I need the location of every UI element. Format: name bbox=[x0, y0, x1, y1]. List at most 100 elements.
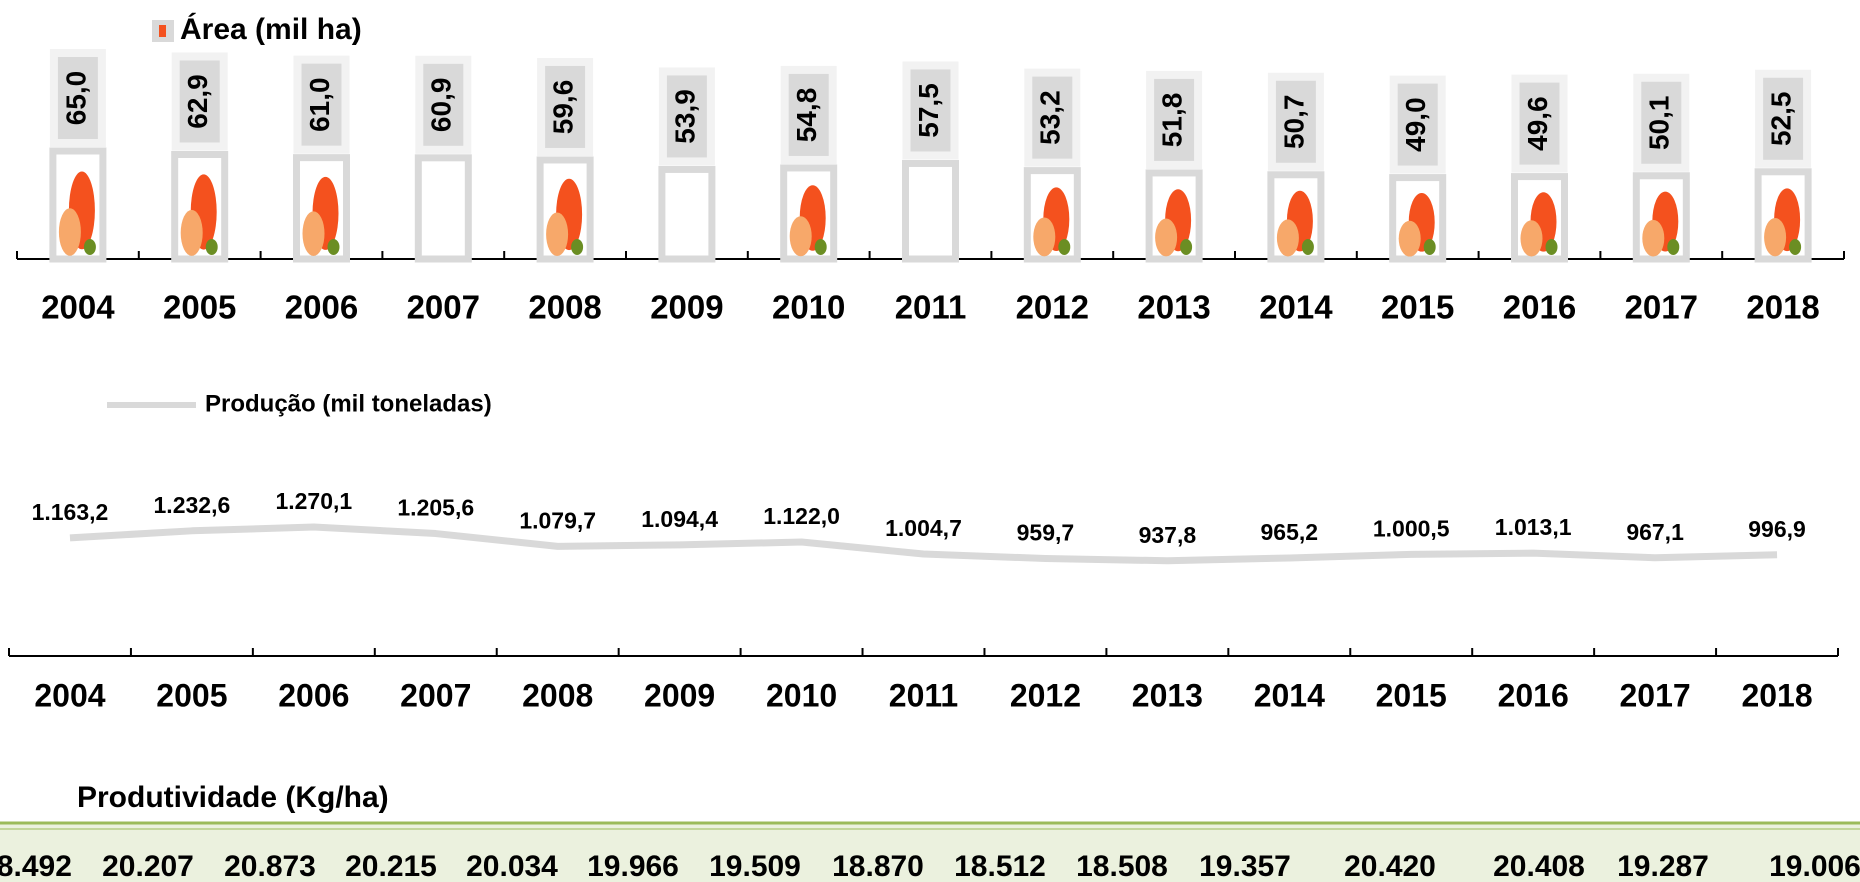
legend-label: Produção (mil toneladas) bbox=[205, 390, 492, 417]
x-tick-label: 2012 bbox=[1016, 289, 1089, 326]
x-tick-label: 2005 bbox=[163, 289, 236, 326]
x-tick-label: 2008 bbox=[528, 289, 601, 326]
value-label: 65,0 bbox=[60, 71, 91, 126]
bar-icon bbox=[59, 208, 81, 256]
value-label: 996,9 bbox=[1748, 516, 1806, 542]
x-tick-label: 2011 bbox=[889, 677, 958, 713]
bar-icon bbox=[1546, 239, 1558, 255]
value-label: 1.079,7 bbox=[519, 507, 596, 533]
x-tick-label: 2014 bbox=[1254, 677, 1325, 713]
bar-icon bbox=[1155, 219, 1177, 257]
x-tick-label: 2017 bbox=[1620, 677, 1691, 713]
bar-icon bbox=[1302, 239, 1314, 255]
bar-icon bbox=[303, 211, 325, 256]
page: 2004 2005 2006 2007 2008 2009 2010 2011 2012 2013… bbox=[0, 0, 1860, 882]
value-label: 57,5 bbox=[913, 83, 944, 138]
x-tick-label: 2009 bbox=[644, 677, 715, 713]
bar-icon bbox=[1642, 220, 1664, 257]
value-label: 959,7 bbox=[1017, 520, 1075, 546]
table-value: 20.873 bbox=[224, 850, 316, 882]
x-tick-label: 2014 bbox=[1259, 289, 1333, 326]
x-tick-label: 2011 bbox=[895, 289, 967, 326]
x-tick-label: 2016 bbox=[1503, 289, 1576, 326]
value-label: 1.163,2 bbox=[32, 499, 109, 525]
table-value: 20.207 bbox=[102, 850, 194, 882]
bar-icon bbox=[1033, 217, 1055, 256]
bar-icon bbox=[1058, 239, 1070, 255]
x-tick-label: 2008 bbox=[522, 677, 593, 713]
value-label: 1.000,5 bbox=[1373, 515, 1450, 541]
bar-icon bbox=[1180, 239, 1192, 255]
x-tick-label: 2010 bbox=[766, 677, 837, 713]
bar-icon bbox=[571, 239, 583, 255]
value-label: 49,6 bbox=[1522, 96, 1553, 151]
x-tick-label: 2010 bbox=[772, 289, 845, 326]
value-label: 51,8 bbox=[1156, 93, 1187, 148]
bar bbox=[662, 169, 712, 259]
value-label: 937,8 bbox=[1139, 522, 1197, 548]
bar-icon bbox=[1667, 239, 1679, 255]
bar-icon bbox=[328, 239, 340, 255]
x-tick-label: 2012 bbox=[1010, 677, 1081, 713]
x-tick-label: 2006 bbox=[285, 289, 358, 326]
value-label: 965,2 bbox=[1261, 519, 1319, 545]
x-tick-label: 2015 bbox=[1376, 677, 1447, 713]
bar-icon bbox=[206, 239, 218, 255]
table-value: 20.034 bbox=[466, 850, 558, 882]
table-value: 19.966 bbox=[587, 850, 679, 882]
bar-icon bbox=[815, 239, 827, 255]
bar-icon bbox=[1277, 219, 1299, 256]
x-tick-label: 2018 bbox=[1741, 677, 1812, 713]
value-label: 1.270,1 bbox=[275, 488, 352, 514]
x-tick-label: 2013 bbox=[1137, 289, 1210, 326]
x-tick-label: 2007 bbox=[400, 677, 471, 713]
bar-icon bbox=[1424, 239, 1436, 255]
value-label: 967,1 bbox=[1626, 519, 1684, 545]
table-value: 19.509 bbox=[709, 850, 801, 882]
bar-icon bbox=[1764, 218, 1786, 256]
table-value: 20.420 bbox=[1344, 850, 1436, 882]
table-title: Produtividade (Kg/ha) bbox=[77, 781, 389, 814]
value-label: 61,0 bbox=[304, 77, 335, 131]
x-tick-label: 2007 bbox=[407, 289, 480, 326]
x-tick-label: 2005 bbox=[156, 677, 227, 713]
bar bbox=[418, 158, 468, 259]
value-label: 53,2 bbox=[1035, 90, 1066, 145]
bar-icon bbox=[790, 216, 812, 256]
x-tick-label: 2015 bbox=[1381, 289, 1454, 326]
x-tick-label: 2009 bbox=[650, 289, 723, 326]
value-label: 1.013,1 bbox=[1495, 514, 1572, 540]
x-tick-label: 2006 bbox=[278, 677, 349, 713]
value-label: 54,8 bbox=[791, 88, 822, 143]
x-tick-label: 2016 bbox=[1498, 677, 1569, 713]
bar-icon bbox=[84, 239, 96, 255]
x-tick-label: 2017 bbox=[1625, 289, 1698, 326]
table-value: 20.215 bbox=[345, 850, 437, 882]
bar bbox=[906, 163, 956, 259]
table-value: 19.287 bbox=[1617, 850, 1709, 882]
value-label: 52,5 bbox=[1765, 92, 1796, 146]
value-label: 49,0 bbox=[1400, 97, 1431, 152]
value-label: 1.205,6 bbox=[397, 495, 474, 521]
value-label: 1.094,4 bbox=[641, 506, 718, 532]
table-value: 20.408 bbox=[1493, 850, 1585, 882]
value-label: 53,9 bbox=[669, 89, 700, 144]
table-value: 19.357 bbox=[1199, 850, 1291, 882]
table-value: 18.492 bbox=[0, 850, 72, 882]
value-label: 62,9 bbox=[182, 74, 213, 129]
value-label: 60,9 bbox=[426, 78, 457, 133]
bar-icon bbox=[1521, 220, 1543, 256]
value-label: 1.122,0 bbox=[763, 503, 840, 529]
value-label: 50,7 bbox=[1278, 95, 1309, 150]
value-label: 1.232,6 bbox=[154, 492, 231, 518]
table-value: 19.006 bbox=[1769, 850, 1860, 882]
value-label: 50,1 bbox=[1644, 96, 1675, 151]
value-label: 1.004,7 bbox=[885, 515, 962, 541]
x-tick-label: 2004 bbox=[34, 677, 105, 713]
legend-icon bbox=[159, 25, 166, 37]
value-label: 59,6 bbox=[547, 80, 578, 135]
bar-icon bbox=[181, 210, 203, 256]
x-tick-label: 2013 bbox=[1132, 677, 1203, 713]
bar-icon bbox=[546, 212, 568, 256]
legend-label: Área (mil ha) bbox=[180, 12, 362, 46]
